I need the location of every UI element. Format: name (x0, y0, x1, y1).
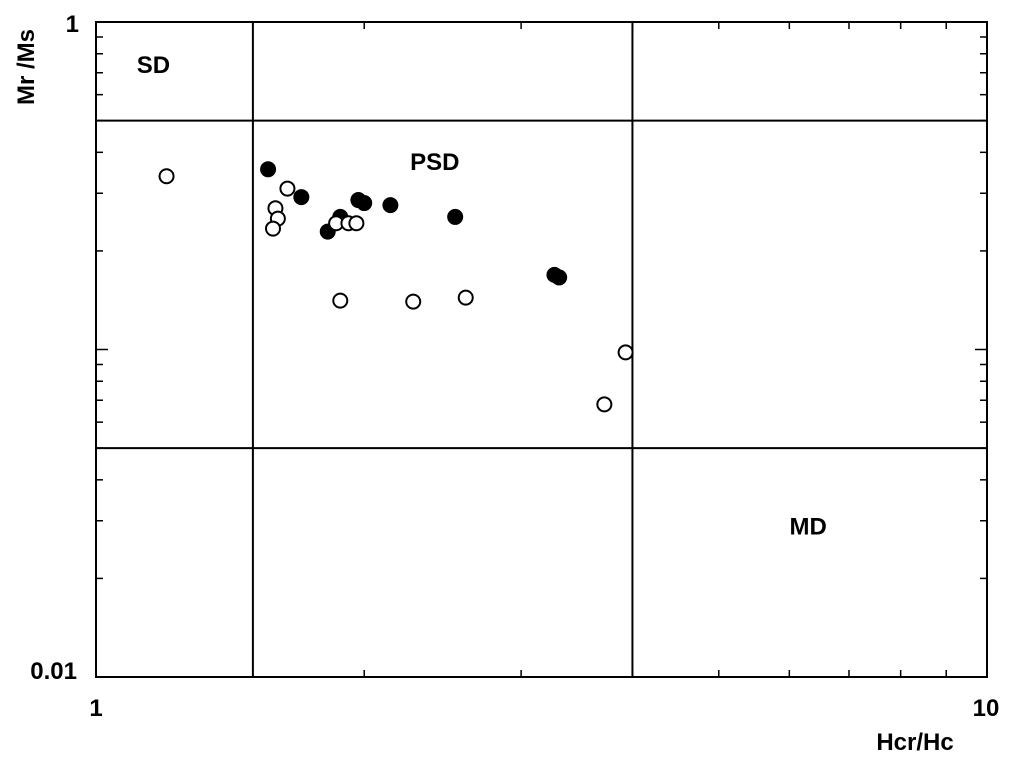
filled-data-point (356, 195, 373, 212)
y-axis-label: Mr /Ms (13, 29, 40, 105)
open-data-point (332, 292, 349, 309)
region-label-md: MD (790, 513, 827, 540)
open-data-point (617, 344, 634, 361)
open-data-point (405, 293, 422, 310)
y-tick-label-top: 1 (66, 11, 79, 38)
x-tick-label-right: 10 (973, 695, 1000, 722)
filled-data-point (260, 161, 277, 178)
filled-data-point (551, 269, 568, 286)
y-tick-label-bottom: 0.01 (30, 658, 77, 685)
open-data-point (457, 289, 474, 306)
filled-data-point (382, 197, 399, 214)
open-data-point (596, 396, 613, 413)
open-data-point (265, 220, 282, 237)
open-data-point (279, 180, 296, 197)
region-label-sd: SD (137, 52, 170, 79)
open-data-point (158, 168, 175, 185)
region-label-psd: PSD (410, 149, 459, 176)
x-axis-label: Hcr/Hc (876, 729, 953, 756)
x-tick-label-left: 1 (89, 695, 102, 722)
plot-frame-layer (95, 21, 988, 678)
open-data-point (348, 215, 365, 232)
region-labels-layer: SD PSD MD (137, 52, 827, 540)
ticks-layer (96, 22, 987, 677)
data-points-layer (158, 161, 634, 413)
filled-data-point (293, 189, 310, 206)
filled-data-point (447, 208, 464, 225)
